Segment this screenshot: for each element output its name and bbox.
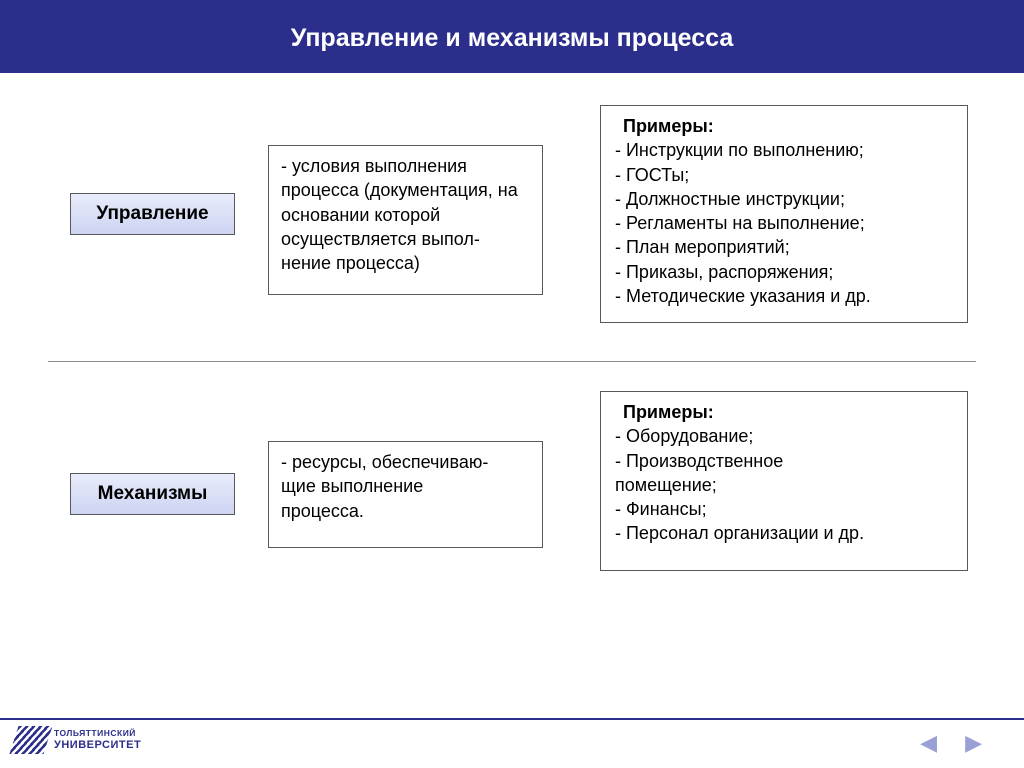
examples-title: Примеры:: [623, 114, 955, 138]
divider-line: [48, 361, 976, 362]
next-arrow-icon[interactable]: ▶: [965, 730, 982, 756]
example-item: - Производственное помещение;: [615, 449, 955, 498]
example-item: - План мероприятий;: [615, 235, 955, 259]
management-description: - условия выполнения процесса (документа…: [281, 156, 518, 273]
slide-title: Управление и механизмы процесса: [291, 24, 734, 52]
mechanisms-description-box: - ресурсы, обеспечиваю- щие выполнение п…: [268, 441, 543, 548]
university-logo: ТОЛЬЯТТИНСКИЙ УНИВЕРСИТЕТ: [14, 726, 141, 754]
example-item: - Приказы, распоряжения;: [615, 260, 955, 284]
footer-line: [0, 718, 1024, 720]
example-item: - ГОСТы;: [615, 163, 955, 187]
mechanisms-description: - ресурсы, обеспечиваю- щие выполнение п…: [281, 452, 488, 521]
example-item: - Должностные инструкции;: [615, 187, 955, 211]
example-item: - Оборудование;: [615, 424, 955, 448]
management-label-box: Управление: [70, 193, 235, 235]
example-item: - Регламенты на выполнение;: [615, 211, 955, 235]
management-label: Управление: [96, 203, 208, 224]
example-item: - Инструкции по выполнению;: [615, 138, 955, 162]
mechanisms-examples-list: - Оборудование;- Производственное помеще…: [613, 424, 955, 545]
management-examples-list: - Инструкции по выполнению;- ГОСТы;- Дол…: [613, 138, 955, 308]
example-item: - Персонал организации и др.: [615, 521, 955, 545]
examples-title: Примеры:: [623, 400, 955, 424]
nav-arrows: ◀ ▶: [920, 730, 982, 756]
mechanisms-examples-box: Примеры: - Оборудование;- Производственн…: [600, 391, 968, 571]
slide-footer: ТОЛЬЯТТИНСКИЙ УНИВЕРСИТЕТ ◀ ▶: [0, 718, 1024, 768]
management-examples-box: Примеры: - Инструкции по выполнению;- ГО…: [600, 105, 968, 323]
mechanisms-label: Механизмы: [98, 483, 208, 504]
logo-stripes-icon: [9, 726, 52, 754]
example-item: - Методические указания и др.: [615, 284, 955, 308]
management-description-box: - условия выполнения процесса (документа…: [268, 145, 543, 295]
logo-text: ТОЛЬЯТТИНСКИЙ УНИВЕРСИТЕТ: [54, 729, 141, 750]
slide-content: Управление - условия выполнения процесса…: [0, 73, 1024, 681]
example-item: - Финансы;: [615, 497, 955, 521]
slide-header: Управление и механизмы процесса: [0, 0, 1024, 73]
mechanisms-label-box: Механизмы: [70, 473, 235, 515]
prev-arrow-icon[interactable]: ◀: [920, 730, 937, 756]
